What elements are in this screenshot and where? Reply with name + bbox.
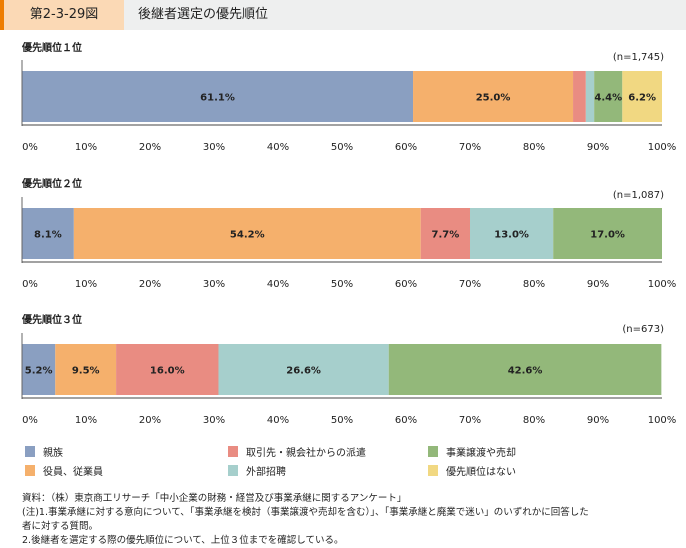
data-label: 7.7% <box>431 230 459 241</box>
tick-label: 20% <box>139 142 161 153</box>
legend-label: 取引先・親会社からの派遣 <box>246 448 366 459</box>
tick-label: 10% <box>75 142 97 153</box>
tick-label: 100% <box>648 279 677 290</box>
chart-2: 8.1% 54.2% 7.7% 13.0% 17.0% 0% 10% 20% 30% 40% 50%… <box>21 197 677 290</box>
data-label: 5.2% <box>25 366 53 377</box>
legend-item: 事業譲渡や売却 <box>428 444 516 459</box>
bar-segment <box>413 71 574 122</box>
tick-label: 0% <box>22 142 38 153</box>
tick-label: 60% <box>395 415 417 426</box>
bar-segment <box>594 71 623 122</box>
data-label: 9.5% <box>72 366 100 377</box>
tick-label: 0% <box>22 279 38 290</box>
tick-label: 30% <box>203 142 225 153</box>
legend-item: 取引先・親会社からの派遣 <box>228 444 366 459</box>
chart-3-title: 優先順位３位 <box>22 315 82 326</box>
bar-segment <box>622 71 662 122</box>
tick-label: 90% <box>587 279 609 290</box>
data-label: 8.1% <box>34 230 62 241</box>
chart-2-n: (n=1,087) <box>612 190 664 201</box>
tick-label: 80% <box>523 279 545 290</box>
tick-label: 70% <box>459 142 481 153</box>
chart-3: 5.2% 9.5% 16.0% 26.6% 42.6% 0% 10% 20% 30% 40% 50%… <box>21 333 677 426</box>
tick-label: 10% <box>75 415 97 426</box>
bar-segment <box>470 208 554 259</box>
note-2: 2.後継者を選定する際の優先順位について、上位３位までを確認している。 <box>22 535 344 546</box>
tick-label: 90% <box>587 142 609 153</box>
bar-segment <box>22 71 414 122</box>
bar-segment <box>585 71 595 122</box>
tick-label: 60% <box>395 142 417 153</box>
legend-label: 親族 <box>43 448 63 459</box>
bar-segment <box>420 208 470 259</box>
bar-segment <box>55 344 117 395</box>
tick-label: 100% <box>648 142 677 153</box>
tick-label: 0% <box>22 415 38 426</box>
legend-label: 優先順位はない <box>446 467 516 478</box>
bar-segment <box>116 344 219 395</box>
tick-label: 60% <box>395 279 417 290</box>
legend-label: 外部招聘 <box>246 467 286 478</box>
data-label: 54.2% <box>230 230 265 241</box>
bar-segment <box>553 208 662 259</box>
legend-swatch <box>25 446 35 457</box>
tick-label: 20% <box>139 279 161 290</box>
legend-swatch <box>228 446 238 457</box>
figure-header: 第2-3-29図 後継者選定の優先順位 <box>0 0 686 30</box>
tick-label: 70% <box>459 279 481 290</box>
bar-segment <box>388 344 662 395</box>
legend-swatch <box>428 446 438 457</box>
tick-label: 20% <box>139 415 161 426</box>
tick-label: 50% <box>331 142 353 153</box>
tick-label: 70% <box>459 415 481 426</box>
bar-segment <box>22 208 74 259</box>
legend-item: 優先順位はない <box>428 463 516 478</box>
figure-number: 第2-3-29図 <box>4 0 124 30</box>
tick-label: 30% <box>203 279 225 290</box>
data-label: 4.4% <box>594 93 622 104</box>
bar-segment <box>73 208 421 259</box>
legend-swatch <box>428 465 438 476</box>
data-label: 26.6% <box>286 366 321 377</box>
data-label: 13.0% <box>494 230 529 241</box>
legend-item: 役員、従業員 <box>25 463 103 478</box>
tick-label: 40% <box>267 142 289 153</box>
tick-label: 50% <box>331 415 353 426</box>
tick-label: 90% <box>587 415 609 426</box>
source-note: 資料：（株）東京商工リサーチ「中小企業の財務・経営及び事業承継に関するアンケート… <box>22 493 407 504</box>
tick-label: 10% <box>75 279 97 290</box>
legend-label: 役員、従業員 <box>43 467 103 478</box>
tick-label: 30% <box>203 415 225 426</box>
legend-label: 事業譲渡や売却 <box>446 448 516 459</box>
tick-label: 40% <box>267 279 289 290</box>
data-label: 16.0% <box>150 366 185 377</box>
data-label: 6.2% <box>628 93 656 104</box>
chart-1-title: 優先順位１位 <box>22 43 82 54</box>
data-label: 25.0% <box>476 93 511 104</box>
chart-2-title: 優先順位２位 <box>22 179 82 190</box>
data-label: 42.6% <box>508 366 543 377</box>
chart-1-n: (n=1,745) <box>612 52 664 63</box>
note-1-cont: 者に対する質問。 <box>22 521 99 532</box>
tick-label: 80% <box>523 415 545 426</box>
bar-segment <box>573 71 586 122</box>
legend-swatch <box>25 465 35 476</box>
accent-strip <box>0 0 4 30</box>
chart-3-n: (n=673) <box>622 324 664 335</box>
tick-label: 40% <box>267 415 289 426</box>
figure-title: 後継者選定の優先順位 <box>138 7 269 22</box>
legend-item: 親族 <box>25 444 63 459</box>
bar-segment <box>218 344 389 395</box>
tick-label: 80% <box>523 142 545 153</box>
legend-item: 外部招聘 <box>228 463 286 478</box>
bar-segment <box>22 344 56 395</box>
note-1: (注)1.事業承継に対する意向について、「事業承継を検討（事業譲渡や売却を含む）… <box>22 507 589 518</box>
tick-label: 100% <box>648 415 677 426</box>
chart-1: 61.1% 25.0% 4.4% 6.2% 0% 10% 20% 30% 40% 50% 60% 70… <box>21 60 677 153</box>
tick-label: 50% <box>331 279 353 290</box>
data-label: 17.0% <box>590 230 625 241</box>
data-label: 61.1% <box>200 93 235 104</box>
legend-swatch <box>228 465 238 476</box>
